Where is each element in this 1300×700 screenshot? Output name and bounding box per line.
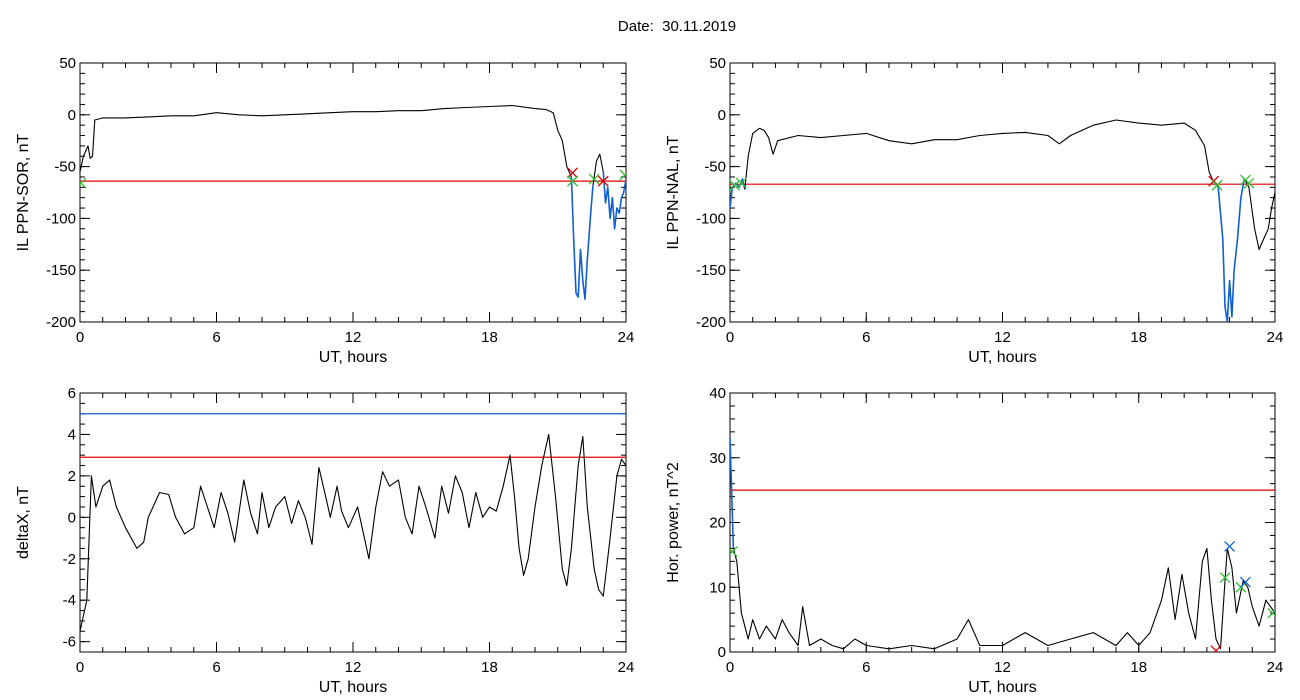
x-tick-label: 12 bbox=[345, 659, 362, 676]
x-tick-label: 18 bbox=[481, 329, 498, 346]
chart-panel-top-right: 0 6 12 18 24 -200 -150 -100 -50 0 50 UT, hours IL PP… bbox=[665, 55, 1283, 366]
y-tick-label: -6 bbox=[63, 634, 76, 651]
y-tick-label: 50 bbox=[59, 55, 76, 72]
marker-green bbox=[735, 177, 747, 189]
plot-data bbox=[80, 413, 626, 632]
x-axis-label: UT, hours bbox=[319, 679, 387, 696]
y-tick-label: 50 bbox=[709, 55, 726, 72]
x-tick-label: 0 bbox=[76, 329, 84, 346]
x-tick-label: 18 bbox=[1130, 659, 1147, 676]
x-axis-label: UT, hours bbox=[968, 349, 1036, 366]
series-line-0 bbox=[80, 104, 572, 178]
y-tick-label: 0 bbox=[68, 107, 76, 124]
x-tick-label: 6 bbox=[212, 329, 220, 346]
y-tick-label: -50 bbox=[704, 159, 726, 176]
x-tick-label: 0 bbox=[76, 659, 84, 676]
x-tick-label: 12 bbox=[345, 329, 362, 346]
plot-frame bbox=[79, 392, 627, 653]
chart-panel-top-left: 0 6 12 18 24 -200 -150 -100 -50 0 50 UT, hours IL PP… bbox=[15, 55, 634, 366]
x-tick-label: 0 bbox=[726, 329, 734, 346]
x-tick-label: 6 bbox=[212, 659, 220, 676]
y-tick-label: -2 bbox=[63, 551, 76, 568]
plot-frame bbox=[729, 62, 1276, 323]
marker-green bbox=[1243, 177, 1255, 189]
y-tick-label: -150 bbox=[696, 262, 726, 279]
y-tick-label: -4 bbox=[63, 592, 76, 609]
y-tick-label: 2 bbox=[68, 468, 76, 485]
series-line-3 bbox=[1243, 178, 1275, 251]
series-line-0 bbox=[730, 438, 735, 549]
y-tick-label: 20 bbox=[709, 515, 726, 532]
plot-data bbox=[730, 119, 1275, 322]
chart-panel-bottom-right: 0 6 12 18 24 0 10 20 30 40 UT, hours Hor. power, nT… bbox=[665, 385, 1283, 696]
plot-data bbox=[80, 104, 626, 300]
x-tick-label: 18 bbox=[481, 659, 498, 676]
x-tick-label: 24 bbox=[1267, 659, 1284, 676]
marker-red bbox=[597, 175, 609, 187]
x-tick-label: 24 bbox=[618, 659, 635, 676]
y-axis-label: IL PPN-SOR, nT bbox=[15, 133, 32, 251]
y-tick-label: -150 bbox=[46, 262, 76, 279]
y-tick-label: 10 bbox=[709, 579, 726, 596]
y-tick-label: 6 bbox=[68, 385, 76, 402]
marker-green bbox=[567, 175, 578, 187]
plot-data bbox=[730, 438, 1275, 652]
figure-title: Date: 30.11.2019 bbox=[0, 18, 1300, 35]
plot-frame bbox=[79, 62, 627, 323]
marker-red bbox=[1210, 645, 1222, 652]
marker-green bbox=[619, 169, 626, 181]
marker-blue bbox=[1240, 576, 1251, 588]
marker-red bbox=[567, 167, 578, 179]
y-axis-label: Hor. power, nT^2 bbox=[665, 462, 682, 583]
series-line-2 bbox=[1213, 178, 1246, 322]
x-axis-label: UT, hours bbox=[968, 679, 1036, 696]
y-axis-label: IL PPN-NAL, nT bbox=[665, 135, 682, 249]
marker-green bbox=[730, 546, 738, 558]
series-line-0 bbox=[80, 433, 626, 632]
date-value: 30.11.2019 bbox=[662, 18, 737, 35]
series-line-1 bbox=[744, 119, 1215, 190]
y-tick-label: -200 bbox=[46, 314, 76, 331]
marker-blue bbox=[1224, 540, 1236, 552]
series-line-2 bbox=[592, 153, 604, 186]
y-tick-label: 40 bbox=[709, 385, 726, 402]
x-tick-label: 12 bbox=[994, 659, 1011, 676]
date-label: Date: bbox=[617, 18, 654, 35]
series-line-3 bbox=[602, 171, 626, 230]
y-tick-label: 30 bbox=[709, 450, 726, 467]
marker-green bbox=[80, 177, 87, 189]
y-tick-label: 0 bbox=[718, 644, 726, 661]
y-tick-label: -200 bbox=[696, 314, 726, 331]
x-tick-label: 24 bbox=[1267, 329, 1284, 346]
plot-frame bbox=[729, 392, 1276, 653]
y-tick-label: 0 bbox=[68, 509, 76, 526]
x-tick-label: 12 bbox=[994, 329, 1011, 346]
marker-green bbox=[1211, 179, 1223, 191]
y-tick-label: -50 bbox=[54, 159, 76, 176]
y-tick-label: -100 bbox=[696, 210, 726, 227]
x-tick-label: 24 bbox=[618, 329, 635, 346]
y-tick-label: 0 bbox=[718, 107, 726, 124]
marker-green bbox=[588, 173, 600, 185]
y-tick-label: -100 bbox=[46, 210, 76, 227]
y-axis-label: deltaX, nT bbox=[15, 486, 32, 559]
marker-green bbox=[1267, 607, 1275, 619]
series-line-1 bbox=[570, 176, 594, 300]
x-tick-label: 6 bbox=[862, 329, 870, 346]
x-tick-label: 0 bbox=[726, 659, 734, 676]
x-tick-label: 18 bbox=[1130, 329, 1147, 346]
marker-green bbox=[730, 179, 741, 191]
x-tick-label: 6 bbox=[862, 659, 870, 676]
marker-green bbox=[1219, 572, 1231, 583]
series-line-1 bbox=[732, 547, 1275, 650]
x-axis-label: UT, hours bbox=[319, 349, 387, 366]
y-tick-label: 4 bbox=[68, 426, 76, 443]
